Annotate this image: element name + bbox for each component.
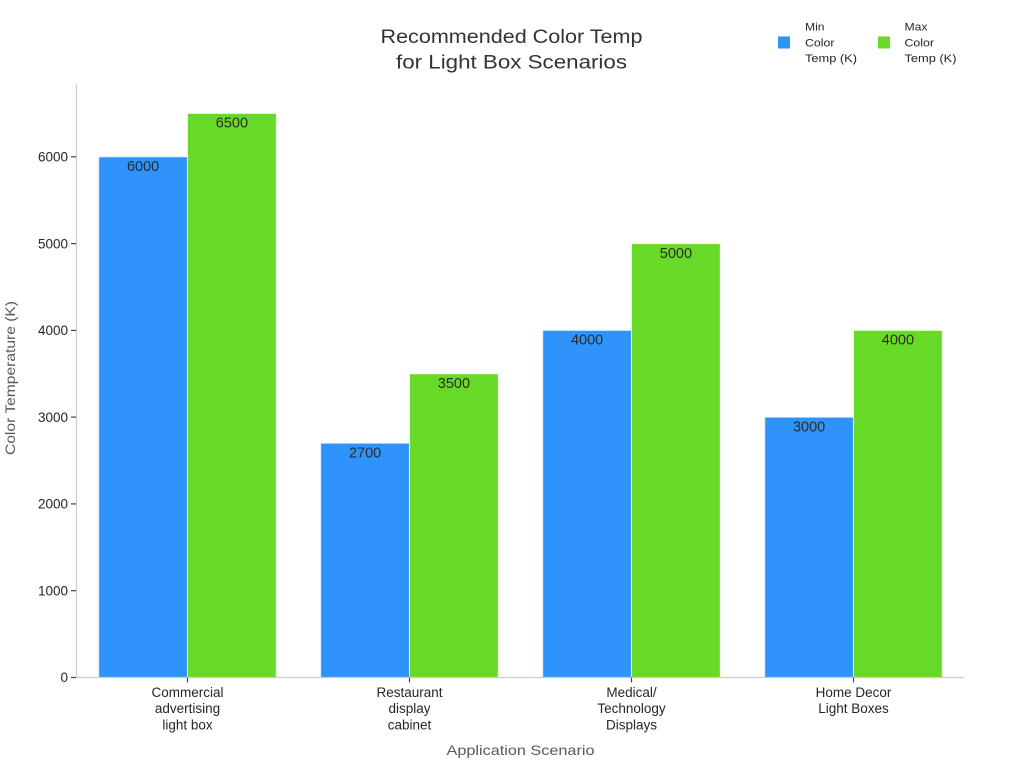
svg-text:Restaurant: Restaurant [376,685,442,700]
svg-text:Temp (K): Temp (K) [805,53,857,65]
svg-text:Max: Max [905,22,928,34]
svg-text:display: display [388,701,430,716]
svg-text:2700: 2700 [349,446,381,462]
svg-text:Technology: Technology [597,701,666,716]
svg-text:Recommended Color Temp: Recommended Color Temp [381,26,643,48]
svg-text:3000: 3000 [38,410,68,425]
svg-text:Light Boxes: Light Boxes [818,701,889,716]
svg-text:Application Scenario: Application Scenario [447,742,595,758]
svg-text:cabinet: cabinet [388,717,432,732]
svg-text:Color: Color [805,38,835,50]
svg-text:5000: 5000 [660,246,692,262]
svg-text:1000: 1000 [38,583,68,598]
svg-text:for Light Box Scenarios: for Light Box Scenarios [396,51,627,73]
svg-text:advertising: advertising [155,701,220,716]
svg-text:Temp (K): Temp (K) [905,53,957,65]
svg-text:light box: light box [162,717,213,732]
svg-text:6500: 6500 [216,116,248,132]
svg-text:5000: 5000 [38,236,68,251]
svg-text:3000: 3000 [793,420,825,436]
svg-text:Commercial: Commercial [151,685,223,700]
svg-text:Home Decor: Home Decor [816,685,892,700]
svg-text:6000: 6000 [127,159,159,175]
svg-text:4000: 4000 [571,333,603,349]
svg-text:Min: Min [805,22,825,34]
svg-text:Color Temperature (K): Color Temperature (K) [2,301,18,455]
svg-text:Color: Color [905,38,935,50]
svg-text:0: 0 [60,670,68,685]
svg-text:6000: 6000 [38,150,68,165]
svg-text:3500: 3500 [438,376,470,392]
svg-text:Displays: Displays [606,717,657,732]
svg-text:4000: 4000 [882,333,914,349]
svg-text:2000: 2000 [38,497,68,512]
svg-text:4000: 4000 [38,323,68,338]
svg-text:Medical/: Medical/ [606,685,657,700]
